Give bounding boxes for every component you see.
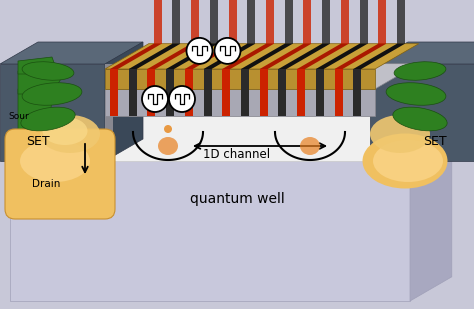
- Ellipse shape: [393, 107, 447, 131]
- Polygon shape: [0, 64, 105, 161]
- Polygon shape: [335, 69, 343, 116]
- Ellipse shape: [40, 115, 100, 153]
- Polygon shape: [191, 0, 199, 44]
- Polygon shape: [370, 42, 474, 64]
- Polygon shape: [247, 0, 255, 44]
- Polygon shape: [322, 0, 330, 44]
- Polygon shape: [203, 69, 211, 116]
- Polygon shape: [105, 69, 375, 89]
- Polygon shape: [316, 44, 367, 69]
- Polygon shape: [10, 116, 410, 161]
- FancyBboxPatch shape: [5, 129, 115, 219]
- Polygon shape: [129, 44, 181, 69]
- Polygon shape: [353, 44, 405, 69]
- Ellipse shape: [22, 62, 74, 80]
- Polygon shape: [353, 69, 361, 116]
- Polygon shape: [297, 69, 305, 116]
- Polygon shape: [410, 137, 452, 301]
- Circle shape: [169, 86, 195, 112]
- Ellipse shape: [158, 137, 178, 155]
- Polygon shape: [222, 44, 274, 69]
- Polygon shape: [260, 69, 268, 116]
- Polygon shape: [110, 44, 162, 69]
- Ellipse shape: [18, 133, 102, 188]
- Polygon shape: [105, 42, 143, 161]
- Text: SET: SET: [26, 134, 50, 147]
- Text: 1D channel: 1D channel: [203, 147, 271, 160]
- Ellipse shape: [363, 133, 447, 188]
- Polygon shape: [105, 44, 419, 69]
- Polygon shape: [316, 69, 324, 116]
- Polygon shape: [360, 0, 367, 44]
- Polygon shape: [341, 0, 349, 44]
- Text: Sour: Sour: [8, 112, 29, 121]
- Text: quantum well: quantum well: [190, 192, 284, 206]
- Ellipse shape: [22, 83, 82, 105]
- Polygon shape: [105, 64, 113, 161]
- Polygon shape: [297, 44, 349, 69]
- Polygon shape: [203, 44, 255, 69]
- Polygon shape: [105, 64, 419, 89]
- Polygon shape: [18, 71, 62, 94]
- Ellipse shape: [21, 107, 75, 131]
- Polygon shape: [10, 92, 452, 116]
- Ellipse shape: [394, 62, 446, 80]
- Polygon shape: [278, 69, 286, 116]
- Polygon shape: [241, 44, 293, 69]
- Polygon shape: [228, 0, 237, 44]
- Polygon shape: [18, 57, 58, 74]
- Text: Drain: Drain: [32, 179, 60, 189]
- Polygon shape: [166, 44, 218, 69]
- Polygon shape: [166, 69, 174, 116]
- Ellipse shape: [20, 140, 90, 182]
- Polygon shape: [0, 42, 143, 64]
- Polygon shape: [10, 161, 410, 301]
- Polygon shape: [397, 0, 405, 44]
- Circle shape: [142, 86, 168, 112]
- Polygon shape: [10, 137, 452, 161]
- Polygon shape: [370, 64, 474, 161]
- Polygon shape: [185, 69, 193, 116]
- Polygon shape: [222, 69, 230, 116]
- Ellipse shape: [43, 117, 88, 145]
- Ellipse shape: [300, 137, 320, 155]
- Ellipse shape: [386, 83, 446, 105]
- Polygon shape: [147, 69, 155, 116]
- Polygon shape: [241, 69, 249, 116]
- Polygon shape: [378, 0, 386, 44]
- Polygon shape: [173, 0, 181, 44]
- Polygon shape: [154, 0, 162, 44]
- Ellipse shape: [164, 125, 172, 133]
- Polygon shape: [285, 0, 293, 44]
- Circle shape: [214, 38, 240, 64]
- Polygon shape: [110, 69, 118, 116]
- Ellipse shape: [370, 115, 430, 153]
- Polygon shape: [278, 44, 330, 69]
- Polygon shape: [260, 44, 311, 69]
- Polygon shape: [129, 69, 137, 116]
- Circle shape: [186, 38, 212, 64]
- Polygon shape: [18, 89, 52, 131]
- Polygon shape: [147, 44, 199, 69]
- Ellipse shape: [373, 140, 443, 182]
- Text: SET: SET: [423, 134, 447, 147]
- Polygon shape: [266, 0, 274, 44]
- Polygon shape: [210, 0, 218, 44]
- Polygon shape: [303, 0, 311, 44]
- Polygon shape: [185, 44, 237, 69]
- Polygon shape: [105, 89, 375, 116]
- Polygon shape: [335, 44, 386, 69]
